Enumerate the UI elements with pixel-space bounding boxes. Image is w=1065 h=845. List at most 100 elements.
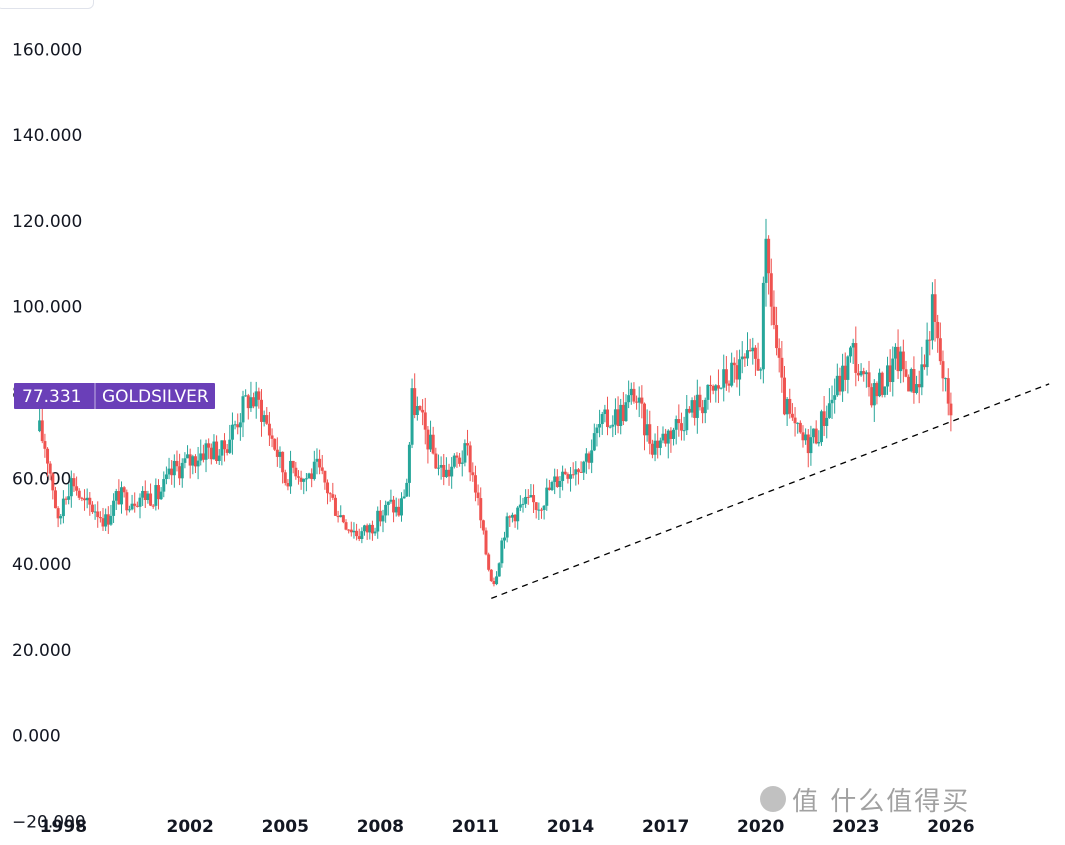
- candle: [125, 489, 129, 516]
- candle: [569, 467, 573, 492]
- candle: [714, 384, 718, 403]
- candle: [753, 345, 757, 376]
- candle: [516, 505, 520, 530]
- candle: [225, 444, 229, 456]
- candle: [788, 388, 792, 419]
- candle: [59, 514, 63, 525]
- candle: [376, 506, 380, 539]
- candle: [503, 531, 507, 549]
- candle: [727, 380, 731, 393]
- candle: [928, 331, 932, 356]
- candle: [450, 457, 454, 489]
- candle: [709, 375, 713, 403]
- candle: [460, 450, 464, 477]
- candles: [38, 218, 953, 587]
- candle: [698, 386, 702, 411]
- candle: [553, 468, 557, 495]
- y-tick-label: 160.000: [12, 40, 82, 60]
- candle: [389, 489, 393, 504]
- candle: [257, 387, 261, 409]
- candle: [320, 455, 324, 475]
- candle: [875, 381, 879, 405]
- candle: [434, 447, 438, 470]
- candle: [323, 470, 327, 490]
- candle: [751, 337, 755, 365]
- candle: [846, 355, 850, 394]
- candle: [318, 449, 322, 475]
- candle: [267, 411, 271, 447]
- candle: [455, 452, 459, 468]
- candle: [812, 428, 816, 444]
- candle: [722, 354, 726, 402]
- candle: [339, 505, 343, 518]
- candle: [579, 461, 583, 473]
- candle: [75, 476, 79, 496]
- candle: [468, 441, 472, 482]
- candle: [571, 462, 575, 479]
- candle: [286, 479, 290, 491]
- candle: [944, 377, 948, 392]
- candle: [843, 352, 847, 392]
- candle: [878, 368, 882, 398]
- candle: [946, 368, 950, 416]
- candle: [883, 386, 887, 398]
- candle: [806, 429, 810, 468]
- candle: [114, 488, 118, 511]
- candle: [537, 502, 541, 521]
- candle: [186, 445, 190, 459]
- candle: [851, 338, 855, 364]
- candle: [429, 420, 433, 452]
- candle: [542, 504, 546, 520]
- y-tick-label: 40.000: [12, 555, 71, 575]
- candle: [77, 488, 81, 501]
- candle: [228, 424, 232, 455]
- candle: [349, 521, 353, 537]
- candle: [841, 353, 845, 402]
- candle: [458, 452, 462, 467]
- candle: [164, 466, 168, 485]
- candle: [244, 389, 248, 397]
- candle: [360, 527, 364, 544]
- candle: [888, 349, 892, 392]
- candle: [685, 395, 689, 435]
- candle: [595, 424, 599, 447]
- candle: [505, 512, 509, 543]
- candle: [920, 346, 924, 396]
- candle: [772, 290, 776, 330]
- candle: [912, 356, 916, 404]
- candle: [149, 483, 153, 507]
- candle: [545, 478, 549, 511]
- candle: [899, 346, 903, 384]
- y-tick-label: 20.000: [12, 641, 71, 661]
- candle: [949, 392, 953, 432]
- candle: [867, 360, 871, 397]
- candle: [421, 399, 425, 426]
- candle: [833, 378, 837, 414]
- candle: [658, 437, 662, 456]
- candle: [373, 527, 377, 536]
- candle: [344, 519, 348, 531]
- candle: [492, 577, 496, 587]
- watermark-text: 值 什么值得买: [792, 786, 971, 817]
- candle: [394, 497, 398, 517]
- trendline[interactable]: [491, 383, 1050, 599]
- candle: [682, 416, 686, 441]
- candle: [439, 456, 443, 480]
- y-axis: 160.000140.000120.000100.00080.00060.000…: [12, 40, 86, 832]
- candle: [312, 450, 316, 481]
- candle: [98, 511, 102, 523]
- candle: [289, 450, 293, 494]
- candle: [672, 427, 676, 446]
- candle: [809, 425, 813, 466]
- candle: [558, 476, 562, 499]
- candle: [695, 379, 699, 434]
- y-tick-label: 100.000: [12, 298, 82, 318]
- candle: [624, 394, 628, 422]
- candle: [146, 490, 150, 504]
- candle: [278, 446, 282, 469]
- candle: [600, 411, 604, 435]
- candle: [584, 448, 588, 474]
- candle: [402, 489, 406, 499]
- candle: [193, 454, 197, 474]
